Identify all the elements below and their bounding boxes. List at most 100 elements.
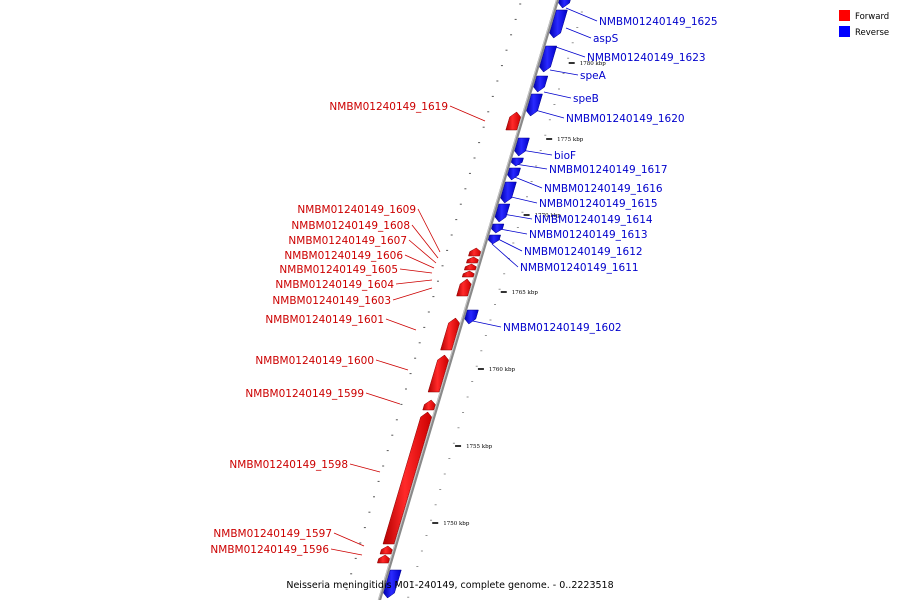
reverse-gene-feature [507, 167, 521, 181]
forward-gene-leader [404, 254, 435, 269]
reverse-gene-label: NMBM01240149_1616 [544, 183, 663, 195]
backbone [377, 0, 560, 600]
reverse-gene-leader [514, 163, 548, 170]
reverse-gene-leader [534, 109, 565, 119]
gene-labels: NMBM01240149_1619 NMBM01240149_1609 NMBM01… [210, 16, 717, 556]
legend-forward-swatch [839, 10, 850, 21]
reverse-gene-label: NMBM01240149_1620 [566, 113, 685, 125]
reverse-gene-feature [549, 9, 568, 39]
reverse-gene-feature [494, 203, 511, 223]
forward-gene-label: NMBM01240149_1603 [272, 295, 391, 307]
forward-gene-feature [377, 554, 390, 564]
reverse-gene-label: aspS [593, 33, 619, 45]
legend-forward-label: Forward [855, 12, 889, 22]
forward-gene-label: NMBM01240149_1596 [210, 544, 329, 556]
reverse-gene-feature [539, 45, 558, 73]
reverse-gene-leader [520, 149, 553, 156]
forward-gene-feature [505, 111, 521, 131]
forward-gene-feature [468, 247, 482, 257]
forward-gene-label: NMBM01240149_1607 [288, 235, 407, 247]
forward-gene-leader [399, 268, 433, 274]
major-tick-label: 1765 kbp [512, 290, 539, 296]
forward-gene-label: NMBM01240149_1604 [275, 279, 394, 291]
forward-gene-label: NMBM01240149_1600 [255, 355, 374, 367]
major-tick-label: 1780 kbp [580, 61, 607, 67]
reverse-gene-label: NMBM01240149_1625 [599, 16, 718, 28]
forward-gene-label: NMBM01240149_1606 [284, 250, 403, 262]
reverse-gene-leader [491, 243, 519, 268]
forward-gene-leader [385, 318, 417, 331]
reverse-gene-leader [565, 27, 592, 39]
reverse-gene-leader [555, 46, 586, 58]
forward-gene-leader [408, 239, 437, 264]
minor-ticks [345, 3, 583, 598]
forward-gene-leader [411, 224, 439, 259]
reverse-gene-leader [467, 319, 502, 328]
major-tick-label: 1770 kbp [535, 213, 562, 219]
forward-gene-leader [417, 208, 441, 253]
major-tick-label: 1750 kbp [443, 521, 470, 527]
forward-gene-feature [456, 278, 472, 297]
forward-gene-label: NMBM01240149_1601 [265, 314, 384, 326]
reverse-gene-label: NMBM01240149_1614 [534, 214, 653, 226]
major-tick-label: 1775 kbp [557, 137, 584, 143]
reverse-gene-leader [499, 228, 528, 235]
backbone-highlight [378, 0, 557, 600]
reverse-gene-label: NMBM01240149_1602 [503, 322, 622, 334]
reverse-gene-feature [500, 181, 517, 204]
reverse-gene-label: NMBM01240149_1611 [520, 262, 639, 274]
reverse-gene-label: NMBM01240149_1612 [524, 246, 643, 258]
forward-gene-leader [330, 548, 363, 556]
reverse-gene-leader [502, 213, 533, 220]
forward-gene-label: NMBM01240149_1598 [229, 459, 348, 471]
major-tick-label: 1755 kbp [466, 444, 493, 450]
reverse-gene-leader [549, 69, 579, 76]
forward-gene-label: NMBM01240149_1597 [213, 528, 332, 540]
forward-gene-leader [375, 359, 409, 371]
reverse-gene-label: NMBM01240149_1623 [587, 52, 706, 64]
major-ticks: 1750 kbp 1755 kbp 1760 kbp 1765 kbp 1770 kbp… [432, 61, 606, 527]
legend-reverse-label: Reverse [855, 28, 889, 38]
reverse-gene-feature [526, 93, 543, 117]
forward-gene-feature [463, 263, 477, 271]
forward-gene-label: NMBM01240149_1605 [279, 264, 398, 276]
forward-gene-feature [422, 399, 436, 411]
forward-gene-feature [382, 411, 432, 545]
gene-features [377, 0, 571, 599]
reverse-gene-leader [495, 237, 523, 252]
forward-gene-feature [427, 354, 449, 393]
forward-gene-leader [365, 392, 401, 405]
map-caption: Neisseria meningitidis M01-240149, compl… [286, 580, 613, 591]
reverse-gene-label: bioF [554, 150, 576, 162]
reverse-gene-feature [533, 75, 549, 93]
forward-gene-leader [395, 279, 433, 285]
reverse-gene-leader [543, 91, 572, 99]
forward-gene-label: NMBM01240149_1619 [329, 101, 448, 113]
reverse-gene-label: NMBM01240149_1617 [549, 164, 668, 176]
reverse-gene-feature [514, 137, 530, 157]
forward-gene-leader [333, 532, 365, 547]
reverse-gene-feature [510, 157, 524, 167]
forward-gene-leader [392, 287, 433, 301]
reverse-gene-feature [558, 0, 571, 9]
reverse-gene-label: NMBM01240149_1613 [529, 229, 648, 241]
major-tick-label: 1760 kbp [489, 367, 516, 373]
reverse-gene-label: NMBM01240149_1615 [539, 198, 658, 210]
reverse-gene-leader [511, 175, 543, 189]
reverse-gene-leader [565, 7, 598, 22]
reverse-gene-label: speA [580, 70, 607, 82]
forward-gene-feature [440, 317, 460, 351]
reverse-gene-feature [383, 569, 402, 599]
legend-reverse-swatch [839, 26, 850, 37]
forward-gene-feature [461, 270, 475, 278]
forward-gene-feature [379, 545, 393, 555]
gene-label-leaders [330, 7, 598, 556]
reverse-gene-label: speB [573, 93, 599, 105]
forward-gene-label: NMBM01240149_1608 [291, 220, 410, 232]
forward-gene-feature [466, 256, 479, 264]
legend: Forward Reverse [839, 10, 889, 38]
reverse-gene-feature [487, 234, 502, 245]
reverse-gene-feature [464, 309, 479, 325]
forward-gene-leader [349, 463, 381, 473]
